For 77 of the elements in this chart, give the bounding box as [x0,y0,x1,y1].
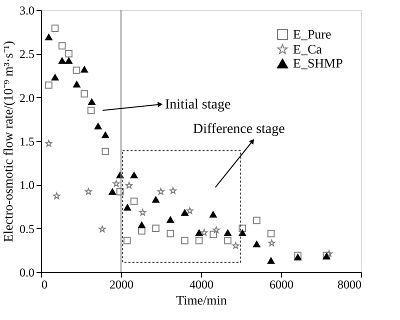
point [58,42,66,50]
point [186,207,194,214]
point [152,224,160,232]
legend-label: E_Pure [293,26,332,42]
point [166,216,174,223]
point [238,224,246,232]
point [195,236,203,244]
point [200,229,208,236]
x-axis-title: Time/min [176,292,228,308]
point [72,66,80,74]
point [51,74,59,80]
x-tick-label: 2000 [110,278,134,292]
point [45,140,52,147]
point [87,106,95,114]
point [124,204,132,211]
point [181,236,188,244]
x-tick-label: 0 [42,278,48,292]
point [108,188,116,195]
point [98,226,106,232]
point [65,50,72,58]
point [224,229,232,236]
point [326,250,333,257]
point [166,230,174,238]
point [152,196,160,203]
legend-label: E_Ca [293,42,322,56]
point [73,80,80,88]
annotation: Difference stage [193,122,285,137]
point [212,226,220,234]
point [88,98,96,105]
point [210,230,218,238]
annotation: Initial stage [165,97,231,112]
point [130,198,138,205]
point [224,236,232,244]
point [51,24,59,32]
point [267,257,275,264]
point [130,172,138,178]
point [169,187,177,194]
legend-label: E_SHMP [293,56,343,70]
point [80,90,88,98]
point [123,236,131,244]
y-tick-label: 1.0 [20,178,34,192]
point [126,182,133,189]
point [157,188,164,195]
point [53,192,60,200]
point [210,211,217,218]
y-tick-label: 2.0 [20,90,34,105]
x-tick-label: 6000 [270,278,294,292]
y-tick-label: 3.0 [20,4,34,18]
point [102,132,110,138]
point [45,34,52,40]
point [195,229,203,236]
point [138,227,146,235]
y-tick-label: 1.5 [20,134,34,148]
point [232,242,240,249]
point [85,188,92,195]
y-tick-label: 0.0 [20,266,34,280]
x-tick-label: 4000 [190,278,214,292]
point [112,180,120,187]
point [267,230,275,238]
point [268,240,276,246]
point [102,148,110,156]
point [94,122,102,130]
point [45,81,52,89]
y-axis-title: Electro-osmotic flow rate/(10⁻⁹ m³·s⁻¹) [0,40,16,242]
y-tick-label: 2.5 [20,47,34,62]
point [116,188,124,196]
point [181,209,188,216]
point [139,208,146,216]
point [138,222,146,228]
point [58,57,66,64]
point [238,229,246,236]
point [80,66,88,73]
point [253,240,260,248]
point [253,216,260,224]
x-tick-label: 8000 [338,278,362,292]
point [65,57,72,64]
y-tick-label: 0.5 [20,222,34,236]
